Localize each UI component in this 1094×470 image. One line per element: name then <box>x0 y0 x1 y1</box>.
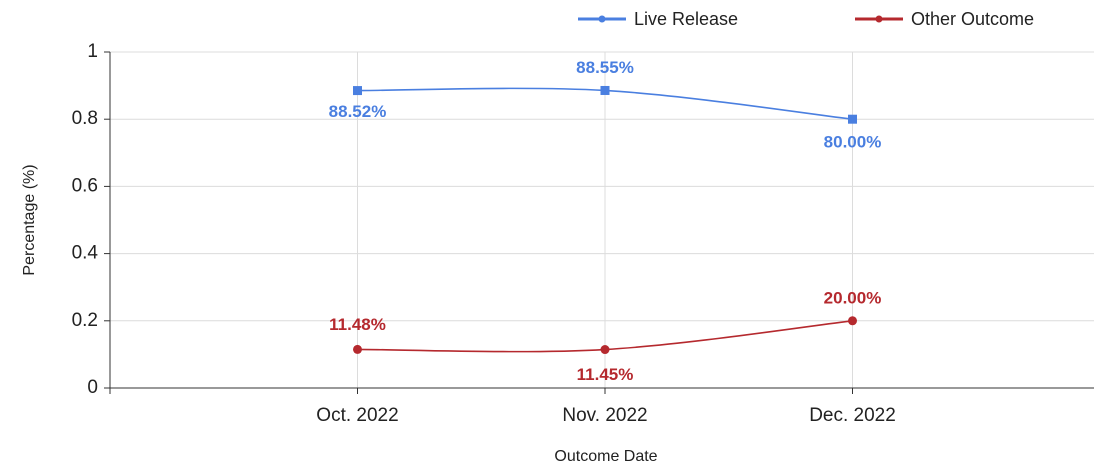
y-tick-label: 0.8 <box>72 108 98 129</box>
value-label: 80.00% <box>824 133 882 152</box>
legend-label: Other Outcome <box>911 9 1034 29</box>
y-tick-label: 0.6 <box>72 175 98 196</box>
point <box>353 86 362 96</box>
point <box>353 344 362 354</box>
y-tick-label: 0.2 <box>72 310 98 331</box>
y-tick-label: 0 <box>87 377 98 398</box>
x-axis-title: Outcome Date <box>554 448 657 465</box>
value-label: 11.48% <box>329 315 386 334</box>
point <box>600 85 610 95</box>
x-tick-label: Oct. 2022 <box>316 405 398 426</box>
x-tick-label: Nov. 2022 <box>562 405 647 426</box>
legend-marker <box>875 15 883 23</box>
value-label: 20.00% <box>824 288 882 307</box>
value-label: 88.52% <box>329 102 387 121</box>
value-label: 88.55% <box>576 58 634 77</box>
y-axis-title: Percentage (%) <box>21 164 38 275</box>
y-tick-label: 1 <box>87 41 98 62</box>
y-tick-label: 0.4 <box>72 243 99 264</box>
point <box>848 316 857 326</box>
legend-label: Live Release <box>634 9 738 29</box>
value-label: 11.45% <box>577 365 634 384</box>
point <box>848 114 857 124</box>
legend-marker <box>598 15 606 23</box>
x-tick-label: Dec. 2022 <box>809 405 896 426</box>
point <box>600 345 610 355</box>
